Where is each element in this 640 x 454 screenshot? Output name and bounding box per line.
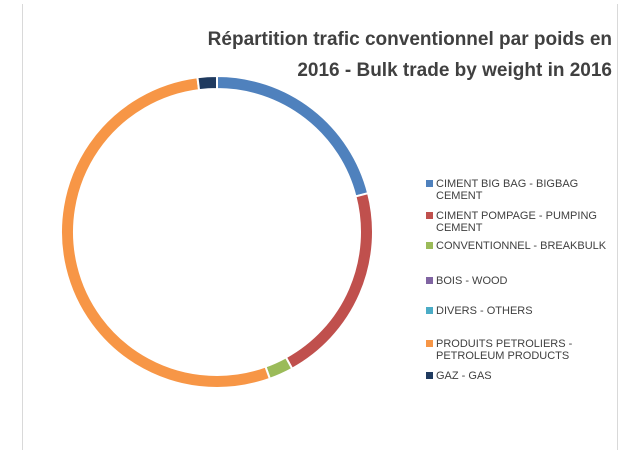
legend-swatch bbox=[426, 307, 433, 314]
legend-label: CONVENTIONNEL - BREAKBULK bbox=[436, 240, 607, 252]
donut-slice-1 bbox=[284, 191, 374, 371]
legend-item: DIVERS - OTHERS bbox=[426, 305, 622, 317]
donut-slice-0 bbox=[216, 74, 370, 198]
chart-title: Répartition trafic conventionnel par poi… bbox=[150, 24, 612, 86]
legend-item: CIMENT POMPAGE - PUMPING CEMENT bbox=[426, 210, 622, 234]
legend-swatch bbox=[426, 277, 433, 284]
donut-slice-6 bbox=[196, 74, 218, 92]
legend-item: BOIS - WOOD bbox=[426, 275, 622, 287]
legend-swatch bbox=[426, 340, 433, 347]
legend-label: CIMENT BIG BAG - BIGBAG CEMENT bbox=[436, 178, 579, 202]
legend-item: CIMENT BIG BAG - BIGBAG CEMENT bbox=[426, 178, 622, 202]
legend-label: GAZ - GAS bbox=[436, 370, 492, 382]
legend-item: CONVENTIONNEL - BREAKBULK bbox=[426, 240, 622, 252]
chart-frame bbox=[22, 4, 618, 450]
chart-title-line-1: Répartition trafic conventionnel par poi… bbox=[207, 29, 612, 50]
legend-item: GAZ - GAS bbox=[426, 370, 622, 382]
legend-item: PRODUITS PETROLIERS - PETROLEUM PRODUCTS bbox=[426, 338, 622, 362]
legend-label: PRODUITS PETROLIERS - PETROLEUM PRODUCTS bbox=[436, 338, 573, 362]
legend-label: BOIS - WOOD bbox=[436, 275, 508, 287]
legend-swatch bbox=[426, 372, 433, 379]
chart-title-line-2: 2016 - Bulk trade by weight in 2016 bbox=[297, 60, 612, 81]
legend-swatch bbox=[426, 180, 433, 187]
legend-swatch bbox=[426, 242, 433, 249]
legend-label: CIMENT POMPAGE - PUMPING CEMENT bbox=[436, 210, 597, 234]
donut-slice-5 bbox=[60, 76, 272, 389]
legend-swatch bbox=[426, 212, 433, 219]
legend-label: DIVERS - OTHERS bbox=[436, 305, 533, 317]
